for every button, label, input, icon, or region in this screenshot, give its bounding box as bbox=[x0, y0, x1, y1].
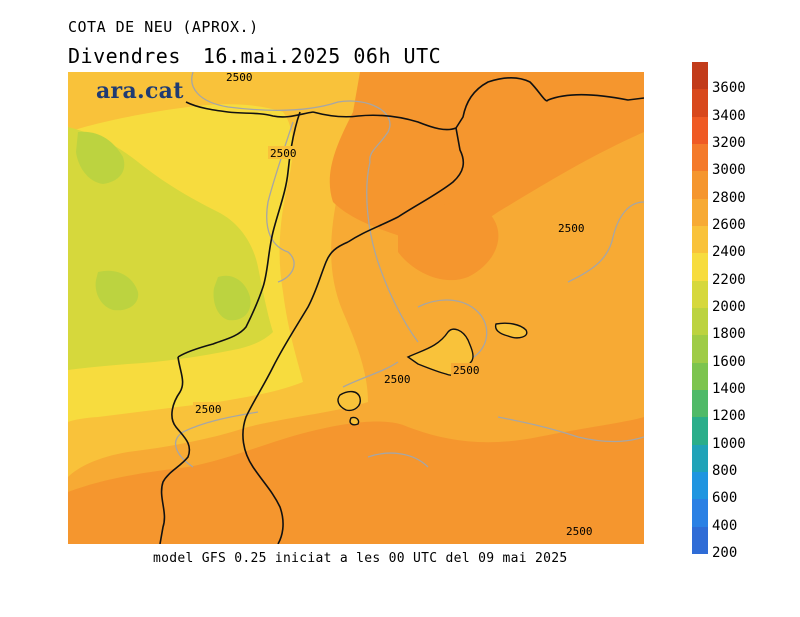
contour-label: 2500 bbox=[270, 147, 297, 160]
colorbar-label: 600 bbox=[712, 490, 738, 507]
contour-lines-2500 bbox=[174, 72, 644, 468]
colorbar-segment bbox=[692, 499, 708, 528]
forecast-time: 16.mai.2025 06h UTC bbox=[202, 44, 442, 68]
colorbar-label: 3200 bbox=[712, 135, 746, 151]
colorbar-segment bbox=[692, 116, 708, 145]
colorbar-label: 1400 bbox=[712, 381, 746, 397]
colorbar-label: 2400 bbox=[712, 244, 746, 261]
colorbar-label: 2200 bbox=[712, 271, 746, 288]
colorbar-segment bbox=[692, 362, 708, 391]
field-1800-patch-a bbox=[76, 131, 125, 184]
colorbar-segment bbox=[692, 417, 708, 446]
colorbar-label: 3600 bbox=[712, 80, 746, 97]
colorbar-segment bbox=[692, 390, 708, 418]
contour-label: 2500 bbox=[566, 525, 593, 538]
forecast-day: Divendres bbox=[68, 44, 181, 68]
colorbar-label: 2800 bbox=[712, 189, 746, 206]
forecast-datetime: Divendres 16.mai.2025 06h UTC bbox=[68, 44, 441, 68]
colorbar-label: 1000 bbox=[712, 435, 746, 452]
snow-level-map: 2500 2500 2500 2500 2500 2500 2500 ara.c… bbox=[68, 72, 644, 544]
contour-label: 2500 bbox=[226, 72, 253, 84]
colorbar-segment bbox=[692, 171, 708, 200]
map-title: COTA DE NEU (APROX.) bbox=[68, 18, 259, 36]
colorbar-label: 2000 bbox=[712, 299, 746, 315]
colorbar-label: 1800 bbox=[712, 326, 746, 343]
colorbar-segment bbox=[692, 198, 708, 227]
model-run-note: model GFS 0.25 iniciat a les 00 UTC del … bbox=[153, 551, 568, 566]
colorbar-label: 2600 bbox=[712, 217, 746, 233]
colorbar-segment bbox=[692, 526, 708, 555]
colorbar-segment bbox=[692, 253, 708, 282]
colorbar-segment bbox=[692, 144, 708, 172]
colorbar-segment bbox=[692, 308, 708, 336]
colorbar-segment bbox=[692, 444, 708, 473]
colorbar-label: 800 bbox=[712, 463, 738, 479]
contour-label: 2500 bbox=[384, 373, 411, 386]
field-2800-north bbox=[329, 72, 644, 243]
contour-label: 2500 bbox=[558, 222, 585, 235]
colorbar-segment bbox=[692, 62, 708, 90]
snow-level-colorbar bbox=[692, 62, 708, 555]
map-canvas: 2500 2500 2500 2500 2500 2500 2500 bbox=[68, 72, 644, 544]
colorbar-label: 1200 bbox=[712, 408, 746, 425]
colorbar-segment bbox=[692, 472, 708, 500]
contour-label: 2500 bbox=[453, 364, 480, 377]
colorbar-label: 1600 bbox=[712, 353, 746, 370]
colorbar-label: 400 bbox=[712, 517, 738, 534]
field-1800-patch-b bbox=[213, 275, 251, 321]
colorbar-segment bbox=[692, 280, 708, 309]
colorbar-segment bbox=[692, 89, 708, 118]
coastline-and-borders bbox=[159, 77, 644, 544]
field-2800-east bbox=[398, 202, 499, 281]
contour-label: 2500 bbox=[195, 403, 222, 416]
field-2800-south bbox=[68, 417, 644, 544]
colorbar-segment bbox=[692, 335, 708, 364]
colorbar-segment bbox=[692, 226, 708, 254]
colorbar-label: 3400 bbox=[712, 107, 746, 124]
ara-cat-logo: ara.cat bbox=[96, 78, 184, 104]
colorbar-label: 3000 bbox=[712, 162, 746, 179]
field-1800-patch-c bbox=[95, 270, 139, 311]
contour-labels: 2500 2500 2500 2500 2500 2500 2500 bbox=[193, 72, 598, 538]
colorbar-label: 200 bbox=[712, 545, 738, 561]
